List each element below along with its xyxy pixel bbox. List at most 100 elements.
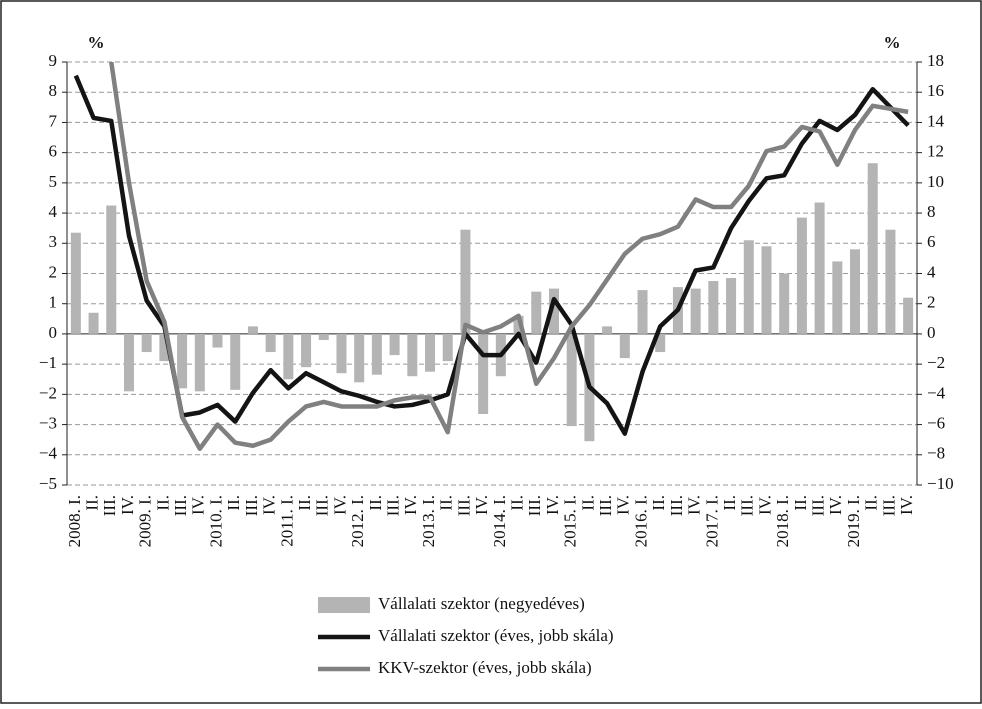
x-tick-label: 2011. I. [277,495,296,547]
bar [354,333,365,383]
y-tick-label: 5 [49,172,58,191]
bar [637,290,648,334]
bar [70,232,81,334]
y2-tick-label: 4 [927,262,936,281]
y2-tick-label: 6 [927,232,936,251]
bar [141,333,152,353]
bar [318,333,329,340]
line [73,74,910,436]
bar [690,288,701,334]
x-tick-label: II. [507,495,526,511]
y2-tick-label: −6 [927,413,945,432]
x-tick-label: II. [791,495,810,511]
bar [247,326,258,334]
y-tick-label: 6 [49,142,58,161]
y2-tick-label: −2 [927,353,945,372]
bar [194,333,205,392]
bar [619,333,630,359]
y2-tick-label: 16 [927,81,944,100]
y-tick-label: −2 [39,383,57,402]
bar [407,333,418,377]
y2-tick-label: 12 [927,142,944,161]
x-tick-label: III. [242,495,261,516]
y2-tick-label: 18 [927,51,944,70]
x-tick-label: 2019. I. [844,495,863,547]
x-tick-label: 2017. I. [702,495,721,547]
bar [903,297,914,334]
x-tick-label: II. [720,495,739,511]
x-tick-label: II. [224,495,243,511]
x-tick-label: 2008. I. [65,495,84,547]
x-tick-label: II. [295,495,314,511]
x-tick-label: IV. [755,495,774,515]
bar [531,291,542,334]
x-tick-label: III. [525,495,544,516]
bar [371,333,382,375]
bar [230,333,241,390]
left-unit: % [88,33,105,52]
x-tick-label: 2016. I. [631,495,650,547]
y-tick-label: 8 [49,81,58,100]
x-tick-label: IV. [897,495,916,515]
x-tick-label: III. [667,495,686,516]
bar [336,333,347,374]
x-tick-label: III. [809,495,828,516]
bar [726,278,737,334]
legend-swatch [318,597,370,613]
x-tick-label: IV. [189,495,208,515]
bar [743,240,754,334]
y2-tick-label: −4 [927,383,946,402]
y-tick-label: −1 [39,353,57,372]
y-tick-label: 3 [49,232,58,251]
x-tick-label: III. [454,495,473,516]
bar [885,229,896,334]
y2-tick-label: 0 [927,323,936,342]
y-tick-label: −4 [39,444,58,463]
x-tick-label: II. [82,495,101,511]
bar [425,333,436,372]
bar [513,315,524,334]
x-tick-label: 2012. I. [348,495,367,547]
y-tick-label: 7 [49,111,58,130]
y2-tick-label: −8 [927,444,945,463]
x-tick-label: II. [437,495,456,511]
y-tick-label: −5 [39,474,57,493]
bar [478,333,489,414]
y-tick-label: 9 [49,51,58,70]
x-tick-label: 2015. I. [561,495,580,547]
bar [602,326,613,334]
bar [159,333,170,362]
x-tick-label: IV. [330,495,349,515]
bar [548,288,559,334]
bar [123,333,134,392]
y-tick-label: 1 [49,293,58,312]
x-tick-label: IV. [401,495,420,515]
x-tick-label: III. [100,495,119,516]
x-tick-label: IV. [543,495,562,515]
x-tick-label: III. [738,495,757,516]
x-tick-label: IV. [614,495,633,515]
y2-tick-label: 8 [927,202,936,221]
x-tick-label: IV. [826,495,845,515]
y-tick-label: 2 [49,262,58,281]
bar [442,333,453,362]
bar [779,273,790,334]
y2-tick-label: 10 [927,172,944,191]
bar [867,163,878,334]
bar [301,333,312,368]
x-tick-label: IV. [260,495,279,515]
bar [814,202,825,334]
bar [566,333,577,427]
x-tick-label: III. [384,495,403,516]
legend-label: KKV-szektor (éves, jobb skála) [378,658,592,677]
bar [283,333,294,380]
y-tick-label: 0 [49,323,58,342]
legend-label: Vállalati szektor (negyedéves) [378,594,585,613]
x-tick-label: IV. [685,495,704,515]
bar [655,333,666,353]
y-tick-label: 4 [49,202,58,221]
y2-tick-label: 2 [927,293,936,312]
bar [212,333,223,348]
x-tick-label: 2018. I. [773,495,792,547]
